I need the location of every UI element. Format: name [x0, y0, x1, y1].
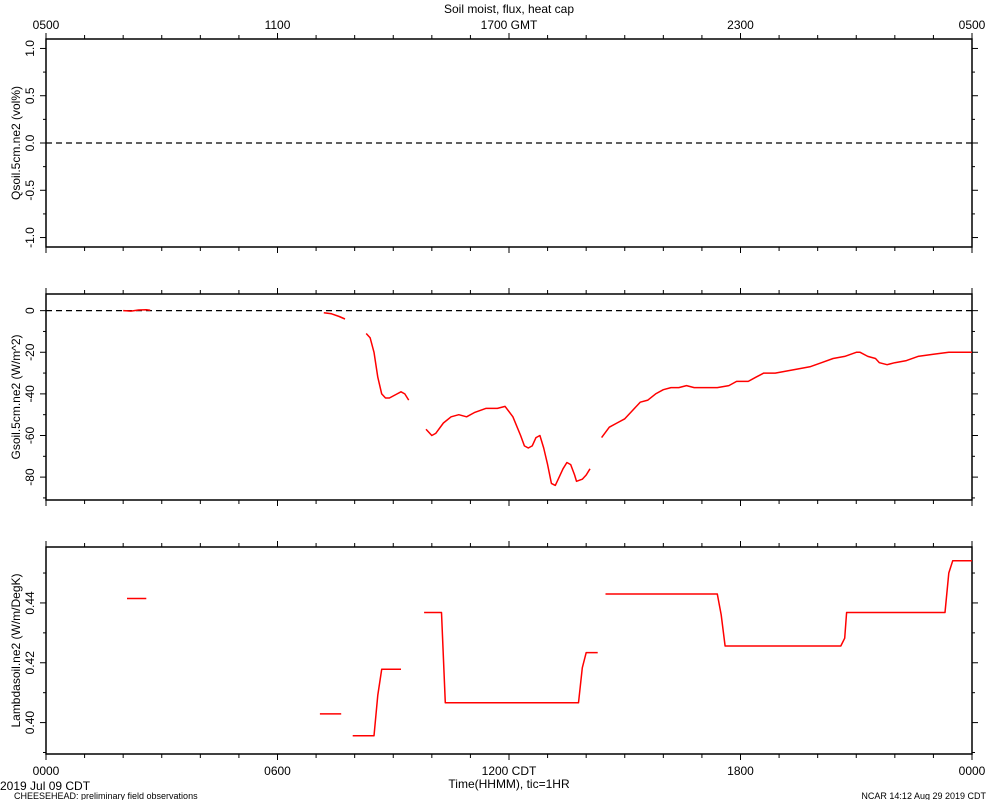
- y-tick-label: 0.42: [23, 651, 37, 675]
- chart-title: Soil moist, flux, heat cap: [444, 2, 574, 16]
- bottom-tick-label: 0600: [264, 764, 291, 778]
- top-gmt-axis: 0500 1100 1700 GMT 2300 0500: [33, 18, 986, 32]
- footer-project-note: CHEESEHEAD: preliminary field observatio…: [14, 791, 198, 800]
- bottom-tick-label: 0000: [33, 764, 60, 778]
- y-axis-label: Qsoil.5cm.ne2 (vol%): [9, 86, 23, 200]
- y-tick-label: -1.0: [23, 227, 37, 248]
- y-tick-label: -80: [23, 468, 37, 486]
- y-tick-label: 0.0: [23, 134, 37, 151]
- y-tick-label: -40: [23, 385, 37, 403]
- panel-1: -1.0 -0.5 0.0 0.5 1.0 Qsoil.5cm.ne2 (vol%): [9, 33, 978, 253]
- bottom-cdt-axis: 0000 0600 1200 CDT 1800 0000: [33, 764, 986, 778]
- y-tick-label: -60: [23, 426, 37, 444]
- series-line-segment: [123, 309, 151, 312]
- series-line-segment: [600, 351, 972, 439]
- top-tick-label: 1100: [265, 18, 291, 32]
- series-line-segment: [323, 311, 346, 320]
- bottom-tick-label: 1200 CDT: [482, 764, 537, 778]
- y-tick-label: -20: [23, 343, 37, 361]
- y-tick-label: 1.0: [23, 40, 37, 57]
- panel-frame: [45, 293, 973, 501]
- panel-2: -80 -60 -40 -20 0 Gsoil.5cm.ne2 (W/m^2): [9, 288, 978, 506]
- x-axis-label: Time(HHMM), tic=1HR: [448, 777, 570, 791]
- y-tick-label: 0: [23, 307, 37, 314]
- footer-date: 2019 Jul 09 CDT: [0, 779, 91, 793]
- chart-panels: -1.0 -0.5 0.0 0.5 1.0 Qsoil.5cm.ne2 (vol%) -80…: [9, 33, 978, 760]
- series-line-segment: [424, 611, 598, 704]
- bottom-tick-label: 0000: [959, 764, 986, 778]
- y-axis-label: Gsoil.5cm.ne2 (W/m^2): [9, 335, 23, 460]
- top-tick-label: 2300: [727, 18, 754, 32]
- top-tick-label: 0500: [33, 18, 60, 32]
- y-tick-label: 0.44: [23, 591, 37, 615]
- panel-frame: [45, 546, 973, 755]
- bottom-tick-label: 1800: [727, 764, 754, 778]
- y-tick-label: -0.5: [23, 180, 37, 201]
- series-line-segment: [352, 668, 401, 737]
- y-tick-label: 0.40: [23, 711, 37, 735]
- footer-generated-stamp: NCAR 14:12 Aug 29 2019 CDT: [861, 791, 986, 800]
- series-line-segment: [425, 405, 591, 487]
- top-tick-label: 1700 GMT: [481, 18, 538, 32]
- top-tick-label: 0500: [959, 18, 986, 32]
- y-axis-label: Lambdasoil.ne2 (W/m/DegK): [9, 573, 23, 727]
- series-line-segment: [365, 332, 410, 401]
- y-tick-label: 0.5: [23, 87, 37, 104]
- series-line-segment: [605, 560, 972, 647]
